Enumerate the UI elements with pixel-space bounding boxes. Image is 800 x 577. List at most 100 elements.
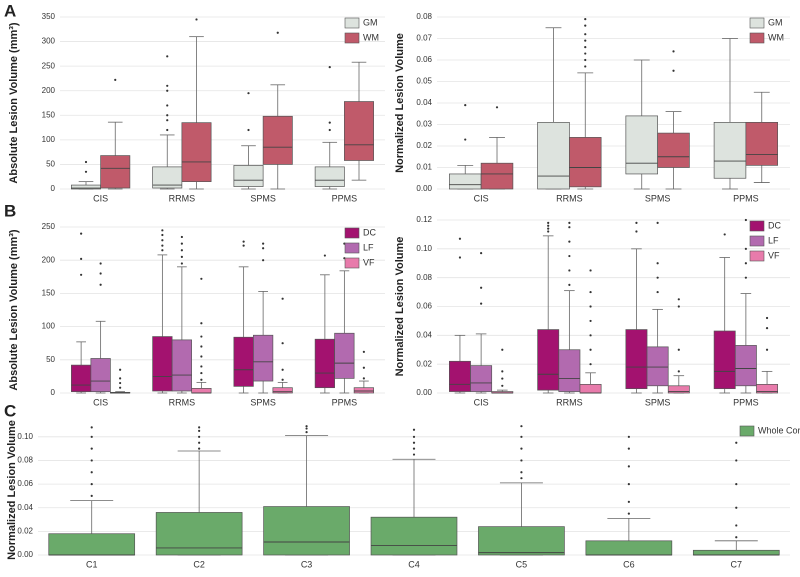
outlier xyxy=(80,273,83,276)
legend-swatch xyxy=(749,17,765,29)
outlier xyxy=(677,348,680,351)
outlier xyxy=(589,363,592,366)
outlier xyxy=(198,441,201,444)
legend-label: LF xyxy=(768,235,779,245)
box xyxy=(233,165,264,187)
outlier xyxy=(90,435,93,438)
outlier xyxy=(589,305,592,308)
y-tick-label: 0.01 xyxy=(416,163,432,172)
outlier xyxy=(677,298,680,301)
outlier xyxy=(281,342,284,345)
box xyxy=(181,122,212,182)
y-tick-label: 300 xyxy=(42,37,56,46)
outlier xyxy=(744,218,747,222)
outlier xyxy=(80,232,83,235)
outlier xyxy=(464,104,467,107)
outlier xyxy=(90,494,93,498)
legend-swatch xyxy=(749,235,765,247)
outlier xyxy=(328,128,331,132)
panel-label: C xyxy=(4,401,16,420)
outlier xyxy=(90,482,93,486)
outlier xyxy=(501,377,504,380)
box xyxy=(478,526,565,556)
outlier xyxy=(480,252,483,255)
outlier xyxy=(458,256,462,259)
y-tick-label: 0.03 xyxy=(416,120,432,129)
legend-label: GM xyxy=(768,17,783,27)
outlier xyxy=(584,52,587,55)
box xyxy=(449,173,482,190)
outlier xyxy=(276,31,279,34)
outlier xyxy=(458,237,462,240)
outlier xyxy=(161,239,164,242)
outlier xyxy=(412,447,416,450)
outlier xyxy=(166,128,169,132)
outlier xyxy=(584,18,587,21)
outlier xyxy=(656,262,659,265)
box xyxy=(667,385,690,394)
outlier xyxy=(200,371,203,375)
outlier xyxy=(161,249,164,252)
box xyxy=(585,540,673,556)
y-tick-label: 200 xyxy=(42,86,56,95)
outlier xyxy=(480,302,483,305)
outlier xyxy=(723,233,726,236)
y-tick-label: 150 xyxy=(42,110,56,119)
box xyxy=(713,330,736,390)
y-tick-label: 0.06 xyxy=(416,302,432,311)
outlier xyxy=(114,78,117,82)
outlier xyxy=(568,254,571,258)
legend-label: WM xyxy=(768,32,784,42)
x-tick-label: CIS xyxy=(474,193,489,203)
outlier xyxy=(584,33,587,36)
y-axis-label: Normalized Lesion Volume xyxy=(394,33,406,173)
x-tick-label: RRMS xyxy=(556,193,583,203)
outlier xyxy=(200,365,203,368)
outlier xyxy=(200,345,203,348)
outlier xyxy=(568,221,571,224)
outlier xyxy=(589,269,592,272)
y-tick-label: 0.06 xyxy=(416,55,432,64)
outlier xyxy=(198,426,201,429)
y-tick-label: 0.06 xyxy=(17,479,33,488)
y-tick-label: 50 xyxy=(46,355,55,364)
outlier xyxy=(200,378,203,381)
x-tick-label: RRMS xyxy=(169,193,196,203)
y-tick-label: 0.04 xyxy=(17,503,33,512)
x-tick-label: C3 xyxy=(301,559,313,569)
box xyxy=(48,533,136,556)
y-tick-label: 0.02 xyxy=(17,526,33,535)
box xyxy=(334,332,355,379)
legend-label: GM xyxy=(363,17,378,27)
outlier xyxy=(242,240,245,243)
y-tick-label: 250 xyxy=(42,61,56,70)
outlier xyxy=(198,447,201,450)
outlier xyxy=(520,477,523,480)
box xyxy=(558,349,581,392)
y-tick-label: 0.00 xyxy=(416,388,432,397)
outlier xyxy=(200,335,203,338)
y-tick-label: 0.08 xyxy=(416,273,432,282)
outlier xyxy=(200,277,203,280)
x-tick-label: PPMS xyxy=(733,193,759,203)
outlier xyxy=(735,482,738,486)
outlier xyxy=(247,128,250,132)
y-tick-label: 0.04 xyxy=(416,330,432,339)
box xyxy=(155,512,243,556)
box xyxy=(370,516,458,556)
y-axis-label: Normalized Lesion Volume xyxy=(6,420,18,560)
outlier xyxy=(589,348,592,351)
box xyxy=(100,155,131,189)
outlier xyxy=(84,170,88,173)
outlier xyxy=(281,368,284,371)
outlier xyxy=(735,524,738,527)
y-tick-label: 0.08 xyxy=(416,12,432,21)
legend-swatch xyxy=(344,32,360,44)
outlier xyxy=(242,244,245,247)
legend-swatch xyxy=(344,257,360,269)
legend-label: DC xyxy=(768,220,781,230)
outlier xyxy=(584,39,587,42)
outlier xyxy=(547,227,550,230)
outlier xyxy=(584,46,587,49)
outlier xyxy=(180,262,183,265)
